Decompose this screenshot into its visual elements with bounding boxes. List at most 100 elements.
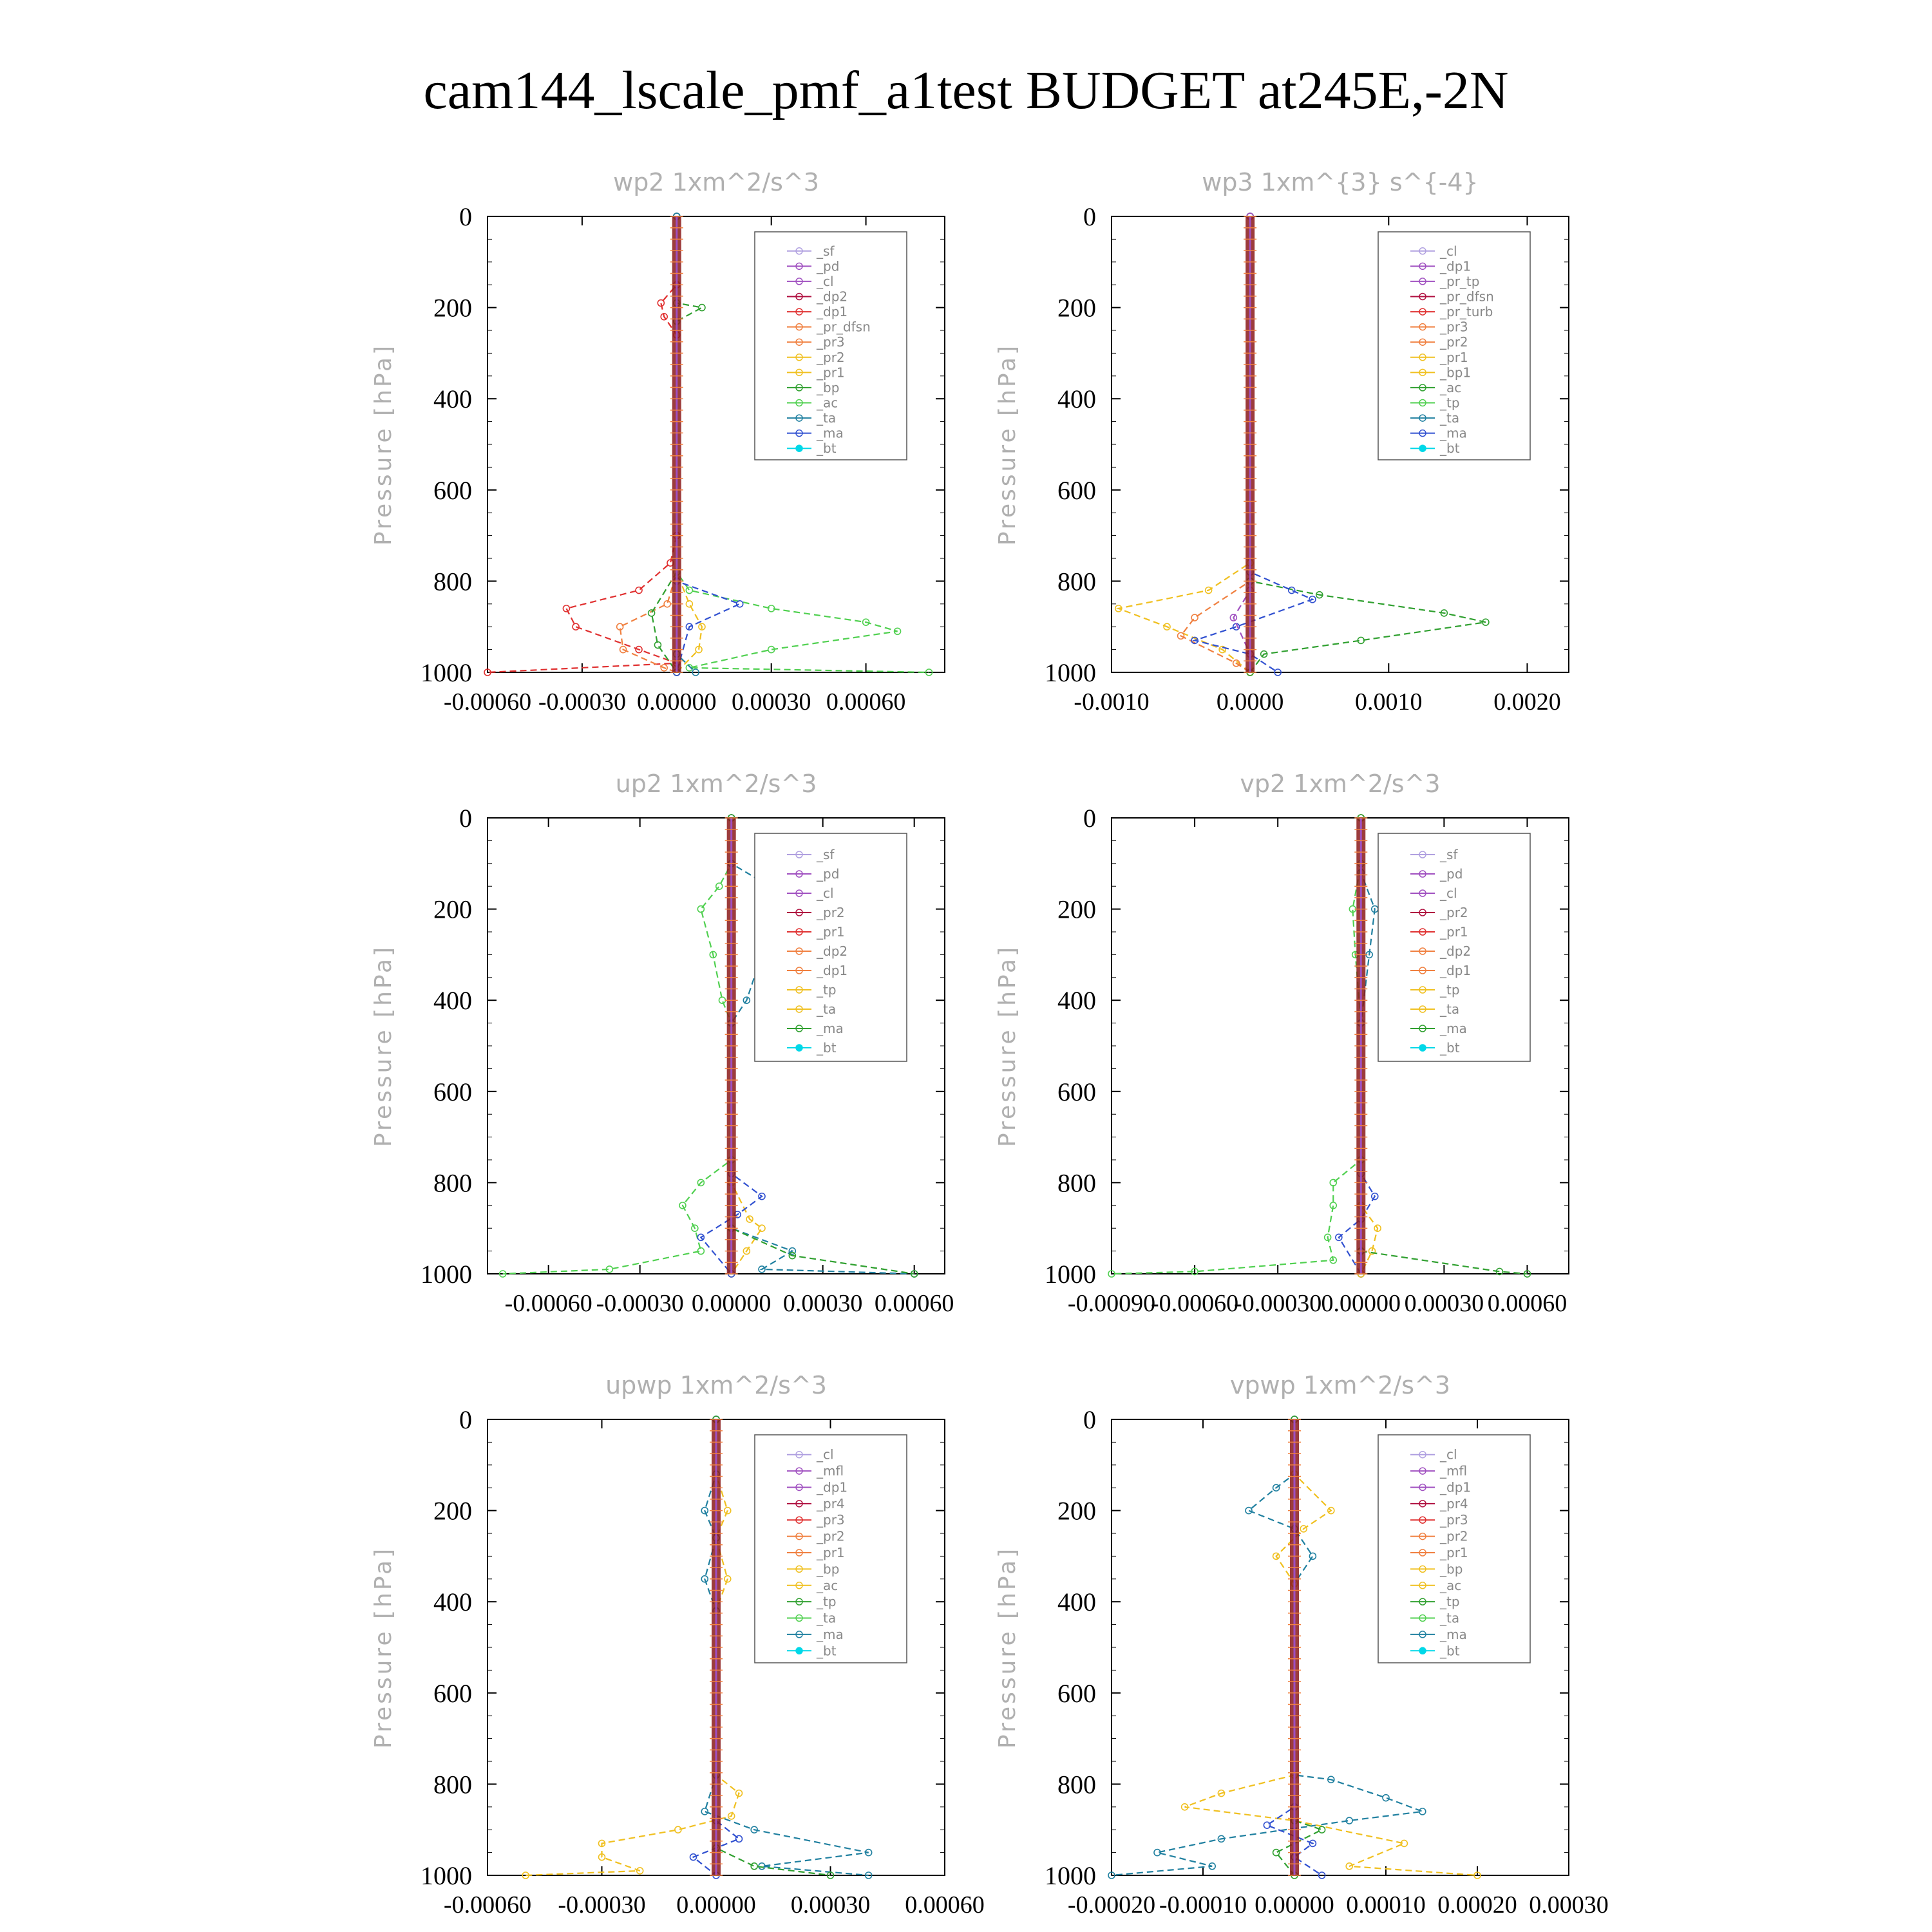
data-point <box>635 586 643 594</box>
legend-label: _cl <box>1439 886 1457 901</box>
y-tick-label: 0 <box>459 202 472 231</box>
legend-label: _pr3 <box>816 334 845 350</box>
legend-marker <box>795 308 803 316</box>
legend-label: _tp <box>816 982 837 998</box>
data-point <box>1440 609 1448 617</box>
y-tick-label: 800 <box>433 567 472 596</box>
legend-label: _dp2 <box>816 289 848 305</box>
legend-label: _pr_dfsn <box>816 319 871 335</box>
data-point <box>685 664 694 672</box>
data-point <box>727 1812 735 1820</box>
x-tick-label: 0.00060 <box>1488 1290 1567 1317</box>
data-point <box>698 303 706 312</box>
y-tick-label: 200 <box>433 895 472 924</box>
legend-marker <box>1419 308 1426 316</box>
data-point <box>654 641 662 649</box>
series-line-pr1 <box>1115 216 1251 673</box>
legend-marker <box>1419 1549 1426 1557</box>
legend-label: _tp <box>1439 982 1460 998</box>
data-point <box>1309 1552 1317 1560</box>
legend-marker <box>795 870 803 878</box>
x-tick-label: -0.00030 <box>596 1290 684 1317</box>
legend-label: _pr1 <box>1439 924 1468 940</box>
panel-title: upwp 1xm^2/s^3 <box>605 1371 827 1399</box>
x-tick-label: -0.00090 <box>1068 1290 1155 1317</box>
legend-marker <box>1419 967 1426 974</box>
y-tick-label: 800 <box>1057 1770 1096 1799</box>
x-tick-label: -0.00060 <box>1151 1290 1238 1317</box>
series-line-pr1 <box>526 1419 740 1877</box>
x-tick-label: -0.00060 <box>444 688 531 715</box>
legend-label: _ta <box>816 1611 836 1626</box>
y-axis-label: Pressure [hPa] <box>994 343 1021 545</box>
data-point <box>735 1789 743 1797</box>
y-axis-label: Pressure [hPa] <box>370 1546 397 1748</box>
legend-marker <box>1419 368 1426 377</box>
series-line-ta <box>692 1419 741 1876</box>
legend-label: _bt <box>1439 1040 1460 1056</box>
x-tick-label: 0.00000 <box>1255 1891 1334 1918</box>
legend-label: _pr2 <box>1439 1529 1468 1544</box>
series-line-pr2 <box>676 216 703 673</box>
legend-label: _pr2 <box>1439 905 1468 920</box>
data-point <box>735 1835 743 1843</box>
legend-marker <box>1419 338 1426 346</box>
x-tick-label: -0.00010 <box>1159 1891 1247 1918</box>
data-point <box>572 623 580 631</box>
legend-label: _dp1 <box>816 1479 848 1495</box>
legend-label: _pd <box>1439 866 1463 882</box>
y-axis-label: Pressure [hPa] <box>994 1546 1021 1748</box>
data-point <box>1329 1202 1338 1209</box>
legend-marker <box>1419 354 1426 361</box>
data-point <box>701 1506 709 1515</box>
data-point <box>1374 1224 1381 1232</box>
legend-label: _pd <box>816 866 839 882</box>
data-point <box>723 1506 732 1515</box>
legend-label: _bt <box>816 1643 837 1658</box>
legend-label: _bp <box>1439 1561 1463 1577</box>
legend-label: _cl <box>816 274 834 289</box>
y-tick-label: 400 <box>433 384 472 413</box>
data-point <box>1309 595 1316 603</box>
data-point <box>1329 1179 1338 1187</box>
y-tick-label: 1000 <box>421 1260 472 1289</box>
data-point <box>598 1853 606 1861</box>
legend-marker <box>1419 1516 1426 1524</box>
legend-label: _ma <box>1439 426 1467 441</box>
series-line-bp1 <box>1249 216 1486 673</box>
y-tick-label: 0 <box>459 1405 472 1434</box>
legend-label: _ac <box>816 395 838 411</box>
legend-marker <box>1419 1647 1426 1655</box>
legend-marker <box>795 247 803 255</box>
y-tick-label: 600 <box>433 476 472 505</box>
y-tick-label: 0 <box>1083 1405 1096 1434</box>
legend-label: _pr1 <box>1439 350 1468 365</box>
data-point <box>701 1575 709 1583</box>
legend-marker <box>795 1025 803 1032</box>
y-tick-label: 400 <box>1057 384 1096 413</box>
data-point <box>1177 632 1185 640</box>
x-tick-label: 0.00060 <box>905 1891 985 1918</box>
data-point <box>743 1247 751 1255</box>
x-tick-label: 0.00000 <box>1321 1290 1401 1317</box>
legend-marker <box>1419 1467 1426 1475</box>
legend-label: _pr1 <box>816 924 845 940</box>
y-tick-label: 400 <box>1057 986 1096 1015</box>
legend-label: _pr1 <box>816 365 845 380</box>
legend-marker <box>1419 1450 1426 1459</box>
legend-marker <box>1419 323 1426 331</box>
legend-marker <box>1419 1025 1426 1032</box>
legend-marker <box>795 1005 803 1013</box>
y-tick-label: 600 <box>1057 1077 1096 1106</box>
x-tick-label: 0.00030 <box>791 1891 871 1918</box>
legend-marker <box>1419 1614 1426 1622</box>
legend-label: _cl <box>1439 1447 1457 1463</box>
legend-label: _cl <box>816 886 834 901</box>
data-point <box>692 668 699 676</box>
series-line-ta <box>699 818 763 1274</box>
x-tick-label: 0.00060 <box>826 688 906 715</box>
legend-label: _ta <box>1439 1001 1459 1017</box>
y-tick-label: 600 <box>433 1077 472 1106</box>
legend-label: _ma <box>1439 1627 1467 1642</box>
